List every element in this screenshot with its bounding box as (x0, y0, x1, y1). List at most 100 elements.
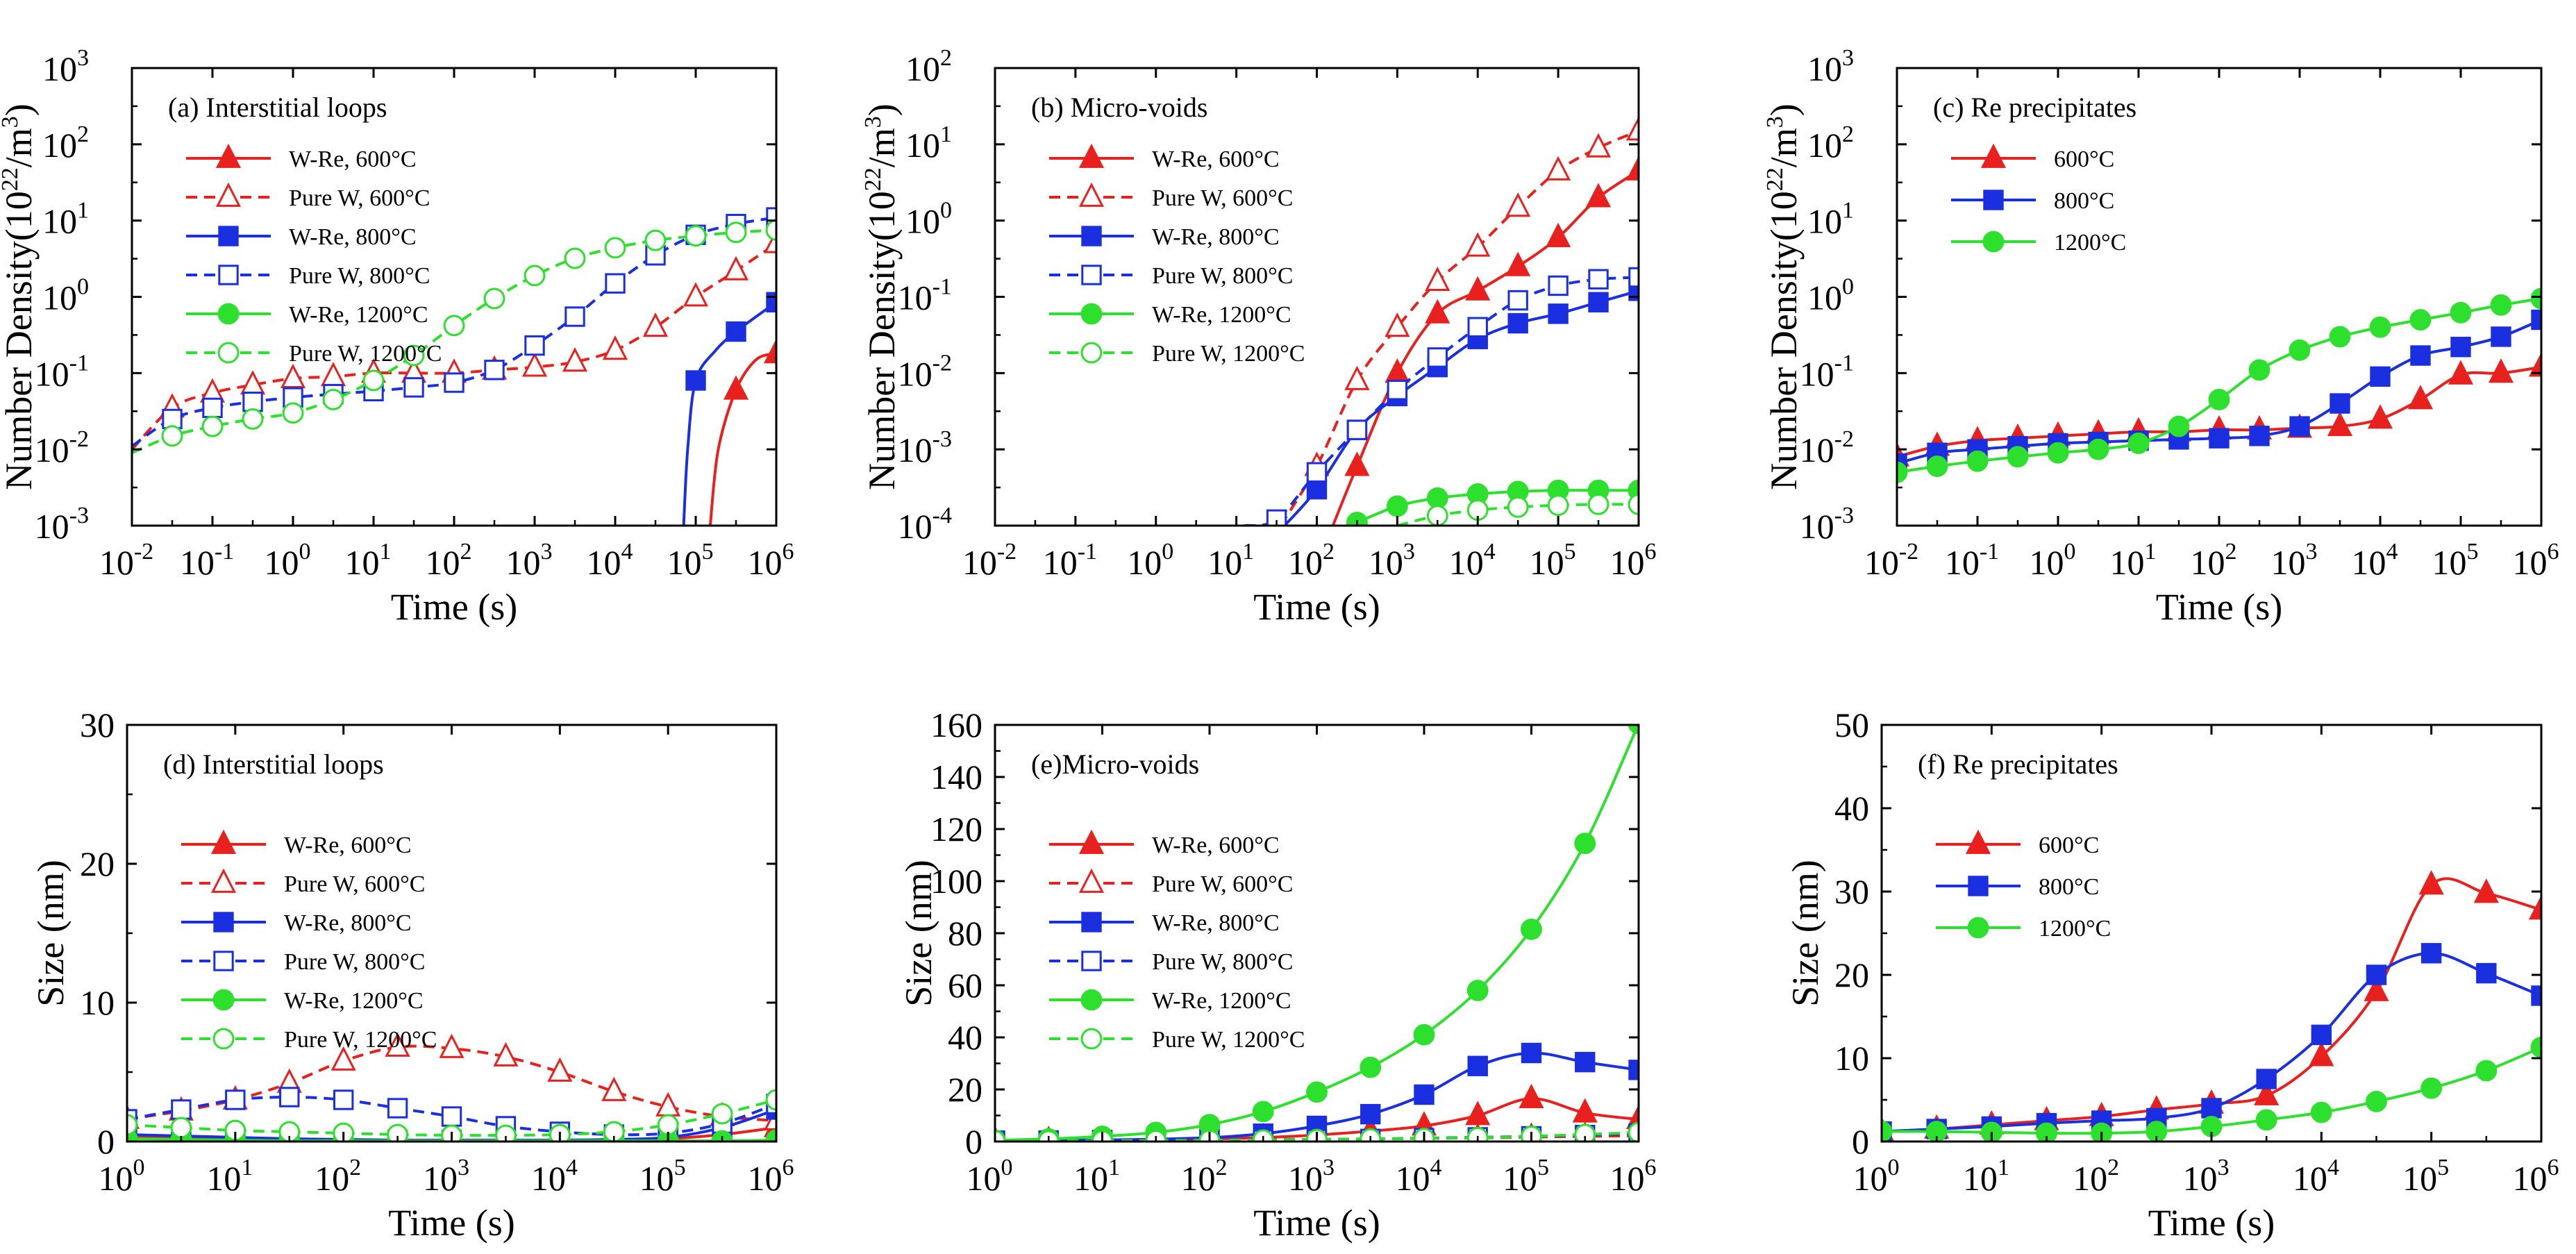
legend-label: W-Re, 1200°C (1152, 302, 1291, 328)
data-point (2450, 301, 2472, 324)
y-tick-exponent: -3 (932, 426, 952, 452)
y-tick-base: 10 (1800, 430, 1834, 469)
x-tick-exponent: -2 (997, 539, 1017, 565)
legend-label: W-Re, 1200°C (289, 302, 428, 328)
y-tick-label: 100 (42, 274, 89, 317)
data-point (1507, 496, 1529, 518)
x-tick-exponent: 2 (2225, 539, 2237, 565)
data-point (683, 282, 709, 307)
x-tick-label: 101 (1207, 539, 1254, 582)
data-point (495, 1124, 517, 1142)
legend-marker (210, 868, 237, 893)
y-tick-base: 10 (35, 507, 69, 546)
legend-marker (1983, 190, 2004, 210)
data-point (202, 397, 223, 419)
x-tick-label: 101 (206, 1155, 253, 1198)
data-point (1385, 358, 1410, 383)
y-label-text: /m (861, 128, 903, 167)
y-tick-label: 100 (1807, 274, 1854, 317)
x-tick-base: 10 (315, 1159, 349, 1198)
y-label-text: ) (1763, 103, 1805, 116)
data-point (387, 1098, 408, 1119)
x-tick-label: 106 (2513, 1155, 2559, 1198)
data-point (2528, 895, 2541, 920)
x-tick-base: 10 (423, 1159, 458, 1198)
legend: W-Re, 600°C Pure W, 600°C W-Re, 800°C Pure … (186, 143, 442, 367)
y-tick-label: 160 (930, 705, 982, 744)
x-tick-exponent: 5 (2437, 1155, 2449, 1180)
x-tick-base: 10 (1853, 1159, 1888, 1198)
legend-label: 1200°C (2054, 230, 2126, 256)
x-tick-base: 10 (1503, 1159, 1537, 1198)
y-tick-exponent: 2 (77, 122, 89, 147)
y-tick-label: 10-1 (898, 274, 952, 317)
data-point (547, 1057, 573, 1082)
data-point (1548, 275, 1569, 296)
x-tick-label: 104 (2352, 539, 2398, 582)
legend-item: W-Re, 600°C (1049, 143, 1280, 172)
legend-marker (1982, 231, 2005, 253)
x-tick-base: 10 (531, 1159, 566, 1198)
legend-item: W-Re, 800°C (186, 224, 417, 250)
y-tick-label: 10-2 (35, 426, 89, 469)
x-tick-exponent: 0 (1001, 1155, 1013, 1180)
legend-marker (1967, 917, 1989, 939)
y-label-text: ) (0, 103, 40, 116)
x-tick-label: 100 (1127, 539, 1173, 582)
data-point (443, 315, 465, 337)
x-tick-label: 103 (1288, 1155, 1335, 1198)
y-label-exponent: 3 (1762, 116, 1788, 128)
x-tick-exponent: -1 (215, 539, 234, 565)
x-tick-label: 104 (531, 1155, 578, 1198)
legend-label: Pure W, 1200°C (289, 341, 442, 367)
data-point (2330, 393, 2350, 414)
y-tick-base: 10 (1807, 126, 1842, 165)
data-point (2310, 1101, 2332, 1123)
data-point (2490, 294, 2512, 316)
legend-item: W-Re, 600°C (1049, 829, 1280, 858)
x-tick-label: 104 (587, 539, 633, 582)
data-point (1966, 450, 1989, 472)
x-tick-exponent: 4 (2386, 539, 2398, 565)
data-point (2409, 309, 2432, 331)
x-tick-base: 10 (1288, 543, 1323, 582)
legend-label: W-Re, 1200°C (284, 988, 424, 1014)
legend-label: 600°C (2039, 833, 2099, 858)
legend-item: W-Re, 600°C (186, 143, 417, 172)
panel-title: (e)Micro-voids (1031, 749, 1199, 780)
legend-item: W-Re, 800°C (181, 910, 412, 936)
legend-item: Pure W, 1200°C (1049, 1027, 1305, 1053)
x-tick-label: 100 (967, 1155, 1013, 1198)
data-point (2369, 316, 2391, 338)
x-tick-base: 10 (1449, 543, 1484, 582)
data-point (1425, 266, 1450, 292)
data-point (2531, 309, 2541, 331)
data-point (2370, 366, 2391, 387)
legend-item: 800°C (1951, 188, 2114, 214)
x-tick-exponent: 3 (1403, 539, 1415, 565)
x-tick-base: 10 (2513, 1159, 2548, 1198)
x-tick-label: 101 (1073, 1155, 1120, 1198)
data-point (2367, 404, 2393, 429)
data-point (763, 228, 776, 253)
legend: 600°C 800°C 1200°C (1951, 143, 2126, 256)
x-tick-exponent: 0 (2064, 539, 2076, 565)
x-tick-exponent: 0 (299, 539, 311, 565)
x-tick-label: 103 (423, 1155, 469, 1198)
chart-panel-e: 100 101 102 103 104 105 1060204060801001201401… (898, 705, 1657, 1244)
legend-item: 1200°C (1951, 230, 2126, 256)
x-tick-base: 10 (1207, 543, 1242, 582)
data-point (521, 352, 548, 377)
data-point (1507, 290, 1528, 311)
legend-label: Pure W, 600°C (289, 185, 430, 211)
series-2 (1882, 943, 2541, 1142)
x-tick-exponent: 5 (1537, 1155, 1549, 1180)
x-tick-label: 105 (1503, 1155, 1549, 1198)
data-point (725, 221, 747, 244)
data-point (524, 265, 546, 287)
y-tick-base: 10 (905, 202, 940, 241)
data-point (2311, 1024, 2332, 1046)
x-tick-base: 10 (1181, 1159, 1216, 1198)
